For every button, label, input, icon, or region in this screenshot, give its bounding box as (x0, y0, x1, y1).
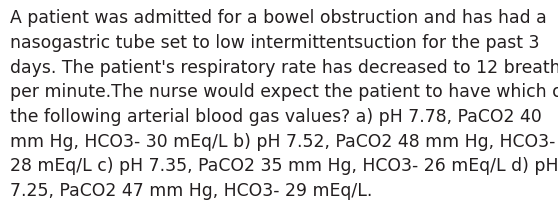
Text: 28 mEq/L c) pH 7.35, PaCO2 35 mm Hg, HCO3- 26 mEq/L d) pH: 28 mEq/L c) pH 7.35, PaCO2 35 mm Hg, HCO… (10, 157, 558, 175)
Text: 7.25, PaCO2 47 mm Hg, HCO3- 29 mEq/L.: 7.25, PaCO2 47 mm Hg, HCO3- 29 mEq/L. (10, 182, 372, 200)
Text: mm Hg, HCO3- 30 mEq/L b) pH 7.52, PaCO2 48 mm Hg, HCO3-: mm Hg, HCO3- 30 mEq/L b) pH 7.52, PaCO2 … (10, 133, 555, 151)
Text: per minute.The nurse would expect the patient to have which of: per minute.The nurse would expect the pa… (10, 83, 558, 101)
Text: nasogastric tube set to low intermittentsuction for the past 3: nasogastric tube set to low intermittent… (10, 34, 540, 52)
Text: days. The patient's respiratory rate has decreased to 12 breaths: days. The patient's respiratory rate has… (10, 59, 558, 77)
Text: the following arterial blood gas values? a) pH 7.78, PaCO2 40: the following arterial blood gas values?… (10, 108, 542, 126)
Text: A patient was admitted for a bowel obstruction and has had a: A patient was admitted for a bowel obstr… (10, 9, 547, 27)
